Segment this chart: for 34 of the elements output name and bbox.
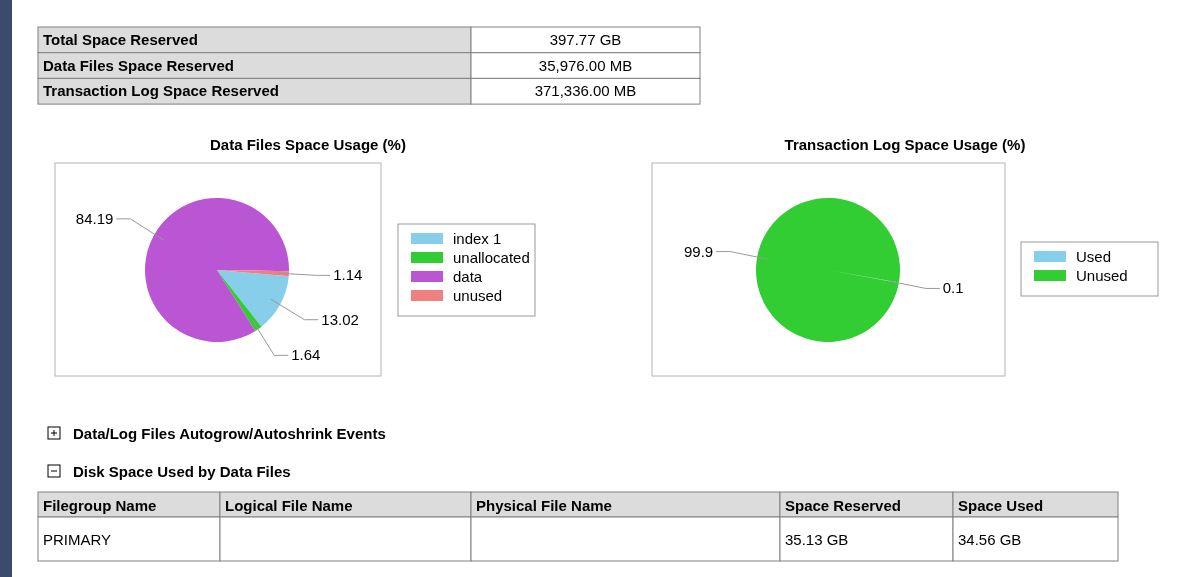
pie-slice bbox=[756, 198, 900, 342]
data-label: 1.14 bbox=[333, 266, 363, 284]
legend-label: Used bbox=[1076, 248, 1112, 265]
pie-slice bbox=[145, 198, 289, 342]
text: Transaction Log Space Reserved bbox=[43, 82, 279, 100]
text: Space Reserved bbox=[785, 497, 901, 514]
text: Filegroup Name bbox=[43, 497, 157, 514]
pie-slice bbox=[217, 270, 262, 331]
legend-label: data bbox=[453, 268, 483, 285]
text: 371,336.00 MB bbox=[534, 82, 637, 100]
data-label: 84.19 bbox=[75, 209, 114, 227]
text: Space Used bbox=[958, 497, 1044, 514]
chart-title: Transaction Log Space Usage (%) bbox=[784, 136, 1026, 153]
text: 34.56 GB bbox=[958, 531, 1022, 548]
text: 35,976.00 MB bbox=[538, 56, 633, 74]
data-label: 1.64 bbox=[291, 346, 321, 364]
text: 397.77 GB bbox=[549, 31, 622, 48]
legend-label: index 1 bbox=[453, 230, 502, 247]
text: Total Space Reserved bbox=[43, 31, 198, 48]
data-label: 0.1 bbox=[942, 279, 964, 297]
pie-slice bbox=[217, 270, 289, 327]
text: Logical File Name bbox=[225, 497, 353, 514]
text: Data Files Space Reserved bbox=[43, 56, 234, 74]
text: Disk Space Used by Data Files bbox=[73, 463, 291, 480]
legend-label: unused bbox=[453, 287, 503, 304]
text: Data/Log Files Autogrow/Autoshrink Events bbox=[73, 425, 386, 442]
chart-title: Data Files Space Usage (%) bbox=[210, 136, 406, 153]
data-label: 99.9 bbox=[684, 242, 714, 260]
legend-label: Unused bbox=[1076, 267, 1128, 284]
text: 35.13 GB bbox=[785, 531, 849, 548]
data-label: 13.02 bbox=[321, 310, 359, 328]
text: PRIMARY bbox=[43, 531, 112, 548]
legend-label: unallocated bbox=[453, 249, 530, 266]
text: Physical File Name bbox=[476, 497, 612, 514]
